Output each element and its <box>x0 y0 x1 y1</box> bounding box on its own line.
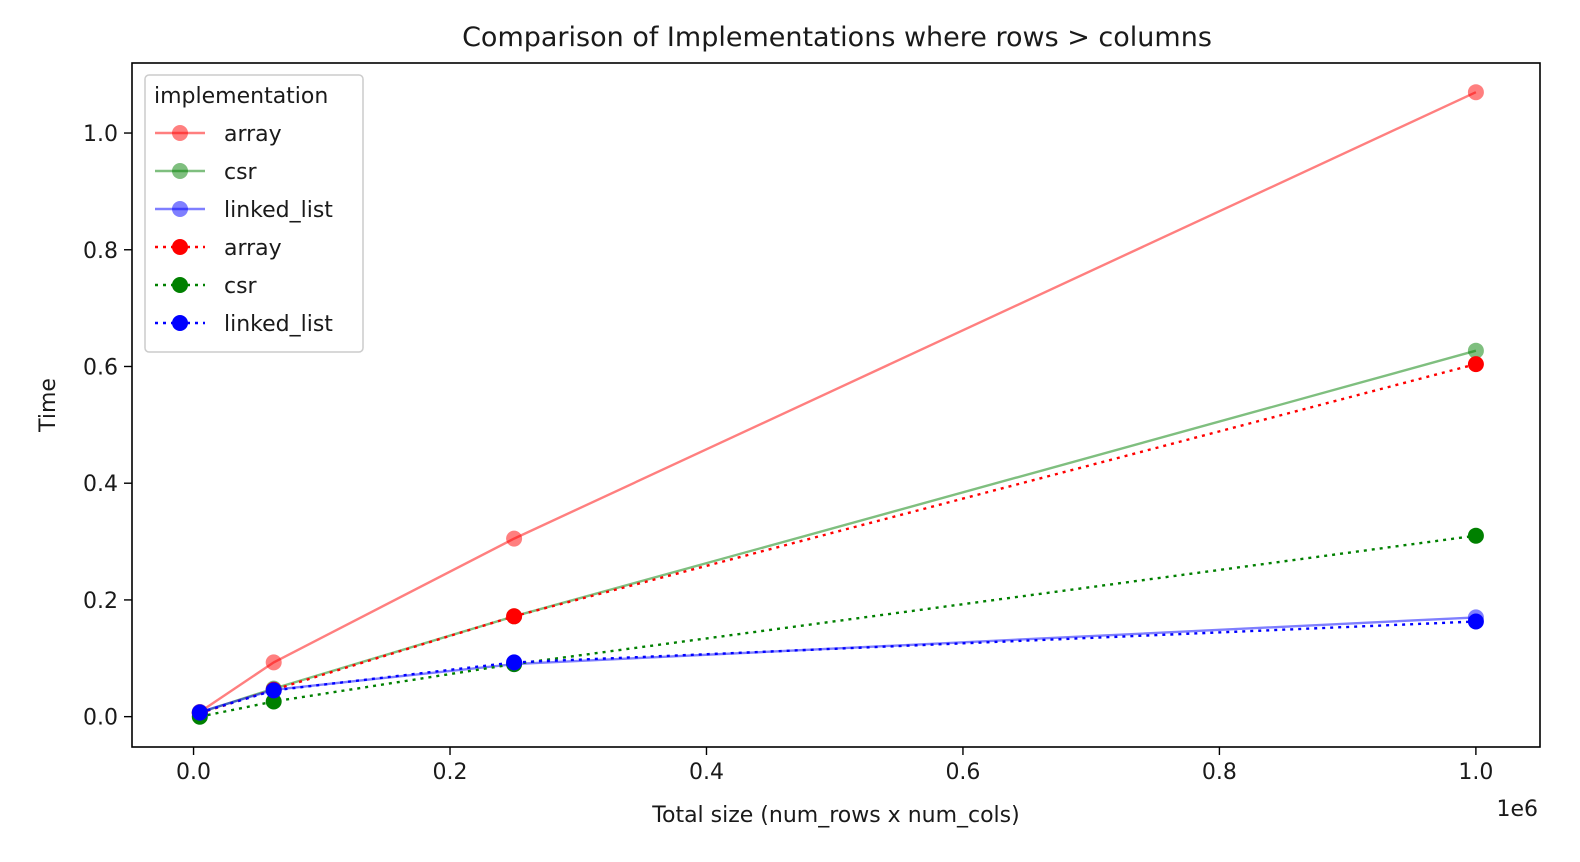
data-point <box>506 608 523 625</box>
legend-marker <box>172 125 188 141</box>
legend-title: implementation <box>154 84 328 109</box>
x-tick-label: 0.0 <box>176 760 211 785</box>
y-axis-label: Time <box>36 378 61 433</box>
y-tick-label: 1.0 <box>83 122 118 147</box>
legend-entry: csr <box>155 274 258 299</box>
x-tick-label: 0.2 <box>433 760 468 785</box>
x-axis: 0.0 0.2 0.4 0.6 0.8 1.0 <box>176 747 1493 785</box>
legend-entry: array <box>155 122 282 147</box>
data-point <box>506 654 523 671</box>
legend-entry: linked_list <box>155 198 333 223</box>
legend-label: csr <box>224 160 258 185</box>
x-tick-label: 0.6 <box>945 760 980 785</box>
data-point <box>1467 84 1484 101</box>
legend-entry: array <box>155 236 282 261</box>
data-point <box>265 654 282 671</box>
legend-label: array <box>224 122 282 147</box>
x-tick-label: 0.8 <box>1202 760 1237 785</box>
legend-label: array <box>224 236 282 261</box>
plot-area <box>131 62 1541 748</box>
x-axis-offset-text: 1e6 <box>1496 797 1538 822</box>
y-tick-label: 0.2 <box>83 589 118 614</box>
legend: implementation arraycsrlinked_listarrayc… <box>144 74 364 353</box>
legend-marker <box>172 277 188 293</box>
y-axis: 0.0 0.2 0.4 0.6 0.8 1.0 <box>83 122 132 731</box>
legend-entry: linked_list <box>155 312 333 337</box>
data-point <box>191 704 208 721</box>
series-line <box>199 620 1476 714</box>
data-point <box>265 682 282 699</box>
data-point <box>265 693 282 710</box>
chart-title: Comparison of Implementations where rows… <box>462 22 1212 53</box>
x-tick-label: 1.0 <box>1458 760 1493 785</box>
data-point <box>1467 356 1484 373</box>
legend-marker <box>172 163 188 179</box>
x-axis-label: Total size (num_rows x num_cols) <box>651 803 1019 828</box>
y-tick-label: 0.0 <box>83 706 118 731</box>
data-point <box>1467 527 1484 544</box>
data-point <box>506 530 523 547</box>
legend-entry: csr <box>155 160 258 185</box>
legend-marker <box>172 201 188 217</box>
series-line <box>199 91 1477 713</box>
legend-marker <box>172 315 188 331</box>
data-point <box>1467 613 1484 630</box>
y-tick-label: 0.6 <box>83 355 118 380</box>
series-linked_list-dotted <box>191 613 1484 721</box>
legend-label: linked_list <box>224 198 333 223</box>
series-layer <box>191 84 1484 725</box>
y-tick-label: 0.4 <box>83 472 118 497</box>
data-point <box>1467 342 1484 359</box>
series-line <box>199 362 1477 715</box>
x-tick-label: 0.4 <box>689 760 724 785</box>
legend-label: linked_list <box>224 312 333 337</box>
legend-box <box>144 74 364 353</box>
y-tick-label: 0.8 <box>83 239 118 264</box>
legend-marker <box>172 239 188 255</box>
legend-label: csr <box>224 274 258 299</box>
